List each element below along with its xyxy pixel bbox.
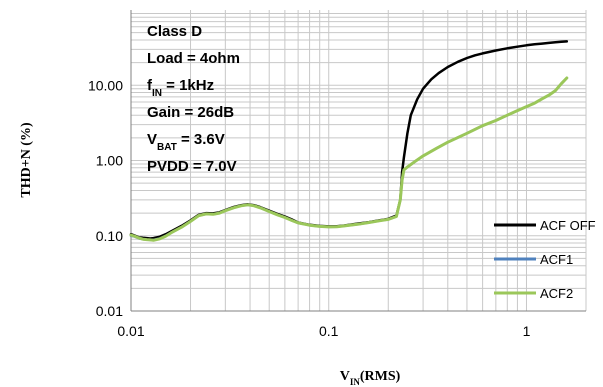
y-axis-title: THD+N (%) — [19, 122, 34, 198]
y-tick-label: 10.00 — [88, 77, 123, 93]
annotation-line: fIN = 1kHz — [147, 77, 214, 99]
y-tick-label: 0.01 — [96, 303, 123, 319]
legend-label: ACF OFF — [540, 218, 596, 233]
legend-label: ACF2 — [540, 286, 573, 301]
annotation-line: Class D — [147, 23, 202, 40]
y-tick-label: 0.10 — [96, 228, 123, 244]
x-tick-label: 1 — [523, 323, 531, 339]
tick-labels: 0.01 0.10 1.00 10.00 0.01 0.1 1 — [88, 77, 531, 339]
annotation-line: Load = 4ohm — [147, 50, 240, 67]
x-axis-title: VIN(RMS) — [340, 369, 401, 387]
annotation-line: VBAT = 3.6V — [147, 131, 225, 153]
legend: ACF OFF ACF1 ACF2 — [494, 218, 596, 301]
x-tick-label: 0.1 — [319, 323, 339, 339]
legend-label: ACF1 — [540, 252, 573, 267]
grid-lines — [130, 10, 587, 312]
x-tick-label: 0.01 — [117, 323, 144, 339]
series-line-acf2 — [129, 76, 569, 242]
plot-frame — [130, 10, 586, 312]
annotation-line: PVDD = 7.0V — [147, 158, 237, 175]
test-conditions: Class D Load = 4ohm fIN = 1kHz Gain = 26… — [147, 23, 240, 175]
series-lines — [129, 40, 569, 242]
annotation-line: Gain = 26dB — [147, 104, 234, 121]
y-tick-label: 1.00 — [96, 153, 123, 169]
